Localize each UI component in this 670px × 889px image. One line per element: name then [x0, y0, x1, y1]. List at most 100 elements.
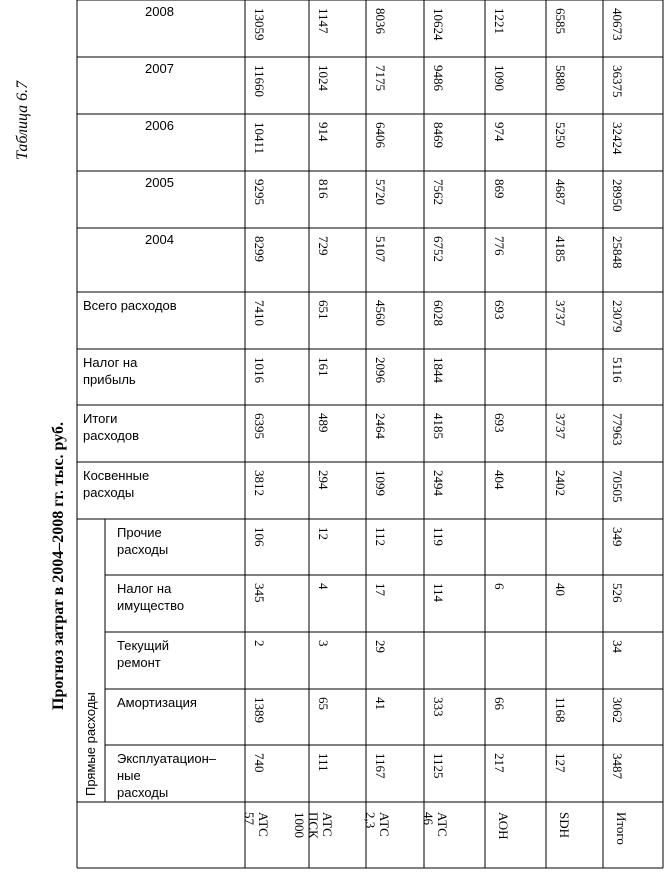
table-cell: 119	[431, 527, 446, 547]
table-cell: 41	[373, 697, 388, 710]
header-amort-line: Амортизация	[117, 695, 197, 710]
table-cell: 106	[252, 527, 267, 547]
table-cell: 5720	[373, 179, 388, 205]
table-cell: 40	[553, 583, 568, 596]
table-cell: 1090	[492, 65, 507, 91]
row-label-1: 1000	[292, 812, 307, 838]
header-totals-line: расходов	[83, 428, 139, 443]
table-cell: 114	[431, 583, 446, 603]
table-cell: 36375	[610, 65, 625, 98]
header-total_exp-line: Всего расходов	[83, 298, 177, 313]
table-cell: 4185	[553, 236, 568, 262]
table-cell: 869	[492, 179, 507, 199]
row-label-3: 46	[421, 812, 436, 825]
table-cell: 1099	[373, 470, 388, 496]
table-cell: 9486	[431, 65, 446, 91]
header-y2006-line: 2006	[145, 118, 174, 133]
table-cell: 489	[316, 413, 331, 433]
table-cell: 25848	[610, 236, 625, 269]
table-cell: 23079	[610, 300, 625, 333]
header-other-line: Прочие	[117, 525, 162, 540]
table-cell: 651	[316, 300, 331, 320]
table-cell: 740	[252, 753, 267, 773]
table-cell: 776	[492, 236, 507, 256]
header-profit_tax-line: Налог на	[83, 355, 138, 370]
table-cell: 161	[316, 357, 331, 377]
table-cell: 1389	[252, 697, 267, 723]
table-cell: 1147	[316, 8, 331, 34]
table-cell: 1844	[431, 357, 446, 383]
table-cell: 112	[373, 527, 388, 547]
table-cell: 40673	[610, 8, 625, 41]
header-expl-line: ные	[117, 768, 141, 783]
header-totals-line: Итоги	[83, 411, 118, 426]
table-cell: 693	[492, 300, 507, 320]
row-label-2: 2,3	[363, 812, 378, 829]
table-cell: 526	[610, 583, 625, 603]
table-cell: 294	[316, 470, 331, 490]
table-cell: 127	[553, 753, 568, 773]
table-cell: 10411	[252, 122, 267, 155]
table-cell: 3812	[252, 470, 267, 496]
table-cell: 4687	[553, 179, 568, 205]
table-cell: 2	[252, 640, 267, 647]
header-profit_tax-line: прибыль	[83, 372, 136, 387]
table-cell: 12	[316, 527, 331, 540]
table-cell: 8036	[373, 8, 388, 34]
table-cell: 28950	[610, 179, 625, 212]
header-direct-costs-group: Прямые расходы	[83, 692, 98, 796]
table-cell: 1167	[373, 753, 388, 779]
header-expl-line: Эксплуатацион–	[117, 751, 216, 766]
table-cell: 34	[610, 640, 625, 653]
table-cell: 6395	[252, 413, 267, 439]
row-label-4: АОН	[496, 812, 511, 840]
row-label-1: АТС	[320, 812, 335, 837]
table-cell: 5107	[373, 236, 388, 262]
table-cell: 1016	[252, 357, 267, 383]
header-y2005-line: 2005	[145, 175, 174, 190]
header-repair-line: Текущий	[117, 638, 169, 653]
table-cell: 2096	[373, 357, 388, 383]
table-cell: 345	[252, 583, 267, 603]
table-cell: 32424	[610, 122, 625, 155]
table-cell: 914	[316, 122, 331, 142]
table-cell: 66	[492, 697, 507, 710]
header-property_tax-line: Налог на	[117, 581, 172, 596]
header-indirect-line: расходы	[83, 485, 135, 500]
table-cell: 349	[610, 527, 625, 547]
table-cell: 4185	[431, 413, 446, 439]
table-cell: 6752	[431, 236, 446, 262]
table-cell: 2402	[553, 470, 568, 496]
table-cell: 4560	[373, 300, 388, 326]
table-cell: 7562	[431, 179, 446, 205]
table-cell: 404	[492, 470, 507, 490]
table-cell: 8299	[252, 236, 267, 262]
header-property_tax-line: имущество	[117, 598, 185, 613]
table-cell: 1168	[553, 697, 568, 723]
table-cell: 816	[316, 179, 331, 199]
header-y2007-line: 2007	[145, 61, 174, 76]
row-label-0: 57	[242, 812, 257, 825]
table-cell: 3062	[610, 697, 625, 723]
table-cell: 6	[492, 583, 507, 590]
table-cell: 8469	[431, 122, 446, 148]
table-cell: 3	[316, 640, 331, 647]
table-cell: 17	[373, 583, 388, 596]
row-label-6: Итого	[614, 812, 629, 845]
table-cell: 5116	[610, 357, 625, 383]
table-cell: 974	[492, 122, 507, 142]
table-cell: 2464	[373, 413, 388, 439]
table-cell: 3487	[610, 753, 625, 779]
header-other-line: расходы	[117, 542, 169, 557]
table-cell: 5250	[553, 122, 568, 148]
table-cell: 70505	[610, 470, 625, 503]
table-cell: 333	[431, 697, 446, 717]
row-label-5: SDH	[557, 812, 572, 839]
table-cell: 111	[316, 753, 331, 772]
table-cell: 6585	[553, 8, 568, 34]
table-cell: 1024	[316, 65, 331, 91]
table-cell: 7175	[373, 65, 388, 91]
table-cell: 2494	[431, 470, 446, 496]
table-cell: 5880	[553, 65, 568, 91]
